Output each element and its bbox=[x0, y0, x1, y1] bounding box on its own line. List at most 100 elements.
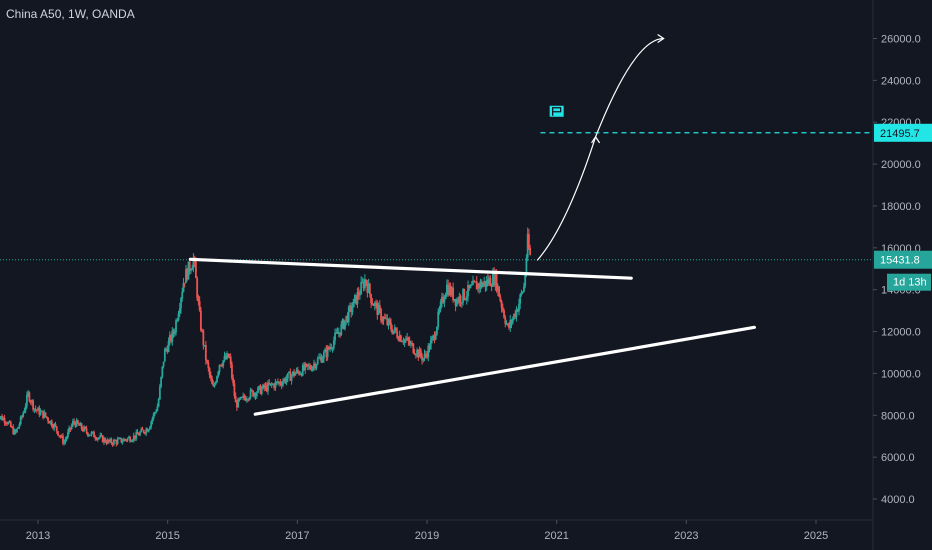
candle-body bbox=[455, 299, 458, 306]
candle-body bbox=[122, 439, 125, 442]
candle-body bbox=[90, 432, 93, 435]
candle-body bbox=[397, 337, 400, 341]
candle-body bbox=[465, 296, 468, 300]
candle-body bbox=[70, 425, 73, 430]
candle-body bbox=[14, 430, 17, 433]
candle-body bbox=[279, 381, 282, 385]
candle-body bbox=[162, 361, 165, 367]
candle-body bbox=[16, 428, 18, 433]
candle-body bbox=[437, 311, 440, 327]
candle-body bbox=[378, 305, 381, 309]
candle-body bbox=[288, 371, 290, 374]
candle-body bbox=[104, 438, 107, 443]
candle-body bbox=[490, 285, 493, 287]
candle-body bbox=[99, 435, 102, 438]
candle-body bbox=[400, 335, 402, 342]
candle-body bbox=[304, 363, 307, 370]
candle-body bbox=[196, 278, 199, 299]
candle-body bbox=[30, 400, 33, 403]
candle-body bbox=[120, 437, 123, 443]
x-tick-label: 2021 bbox=[544, 530, 568, 542]
candle-body bbox=[444, 294, 447, 300]
candle-body bbox=[496, 286, 499, 291]
candle-body bbox=[311, 366, 314, 371]
candle-body bbox=[98, 437, 100, 439]
candle-body bbox=[342, 319, 345, 329]
candle-body bbox=[146, 428, 149, 432]
candle-body bbox=[341, 319, 344, 325]
candle-body bbox=[239, 397, 242, 400]
candle-body bbox=[223, 355, 226, 361]
candle-body bbox=[42, 410, 44, 418]
candle-body bbox=[74, 422, 77, 427]
candle-body bbox=[185, 269, 187, 283]
candle-body bbox=[360, 281, 363, 295]
candle-body bbox=[24, 405, 27, 411]
candle-body bbox=[69, 427, 72, 430]
candle-body bbox=[258, 385, 261, 388]
candle-body bbox=[234, 395, 237, 403]
candle-body bbox=[321, 358, 324, 363]
candle-body bbox=[411, 343, 414, 345]
candle-body bbox=[365, 279, 368, 284]
candle-body bbox=[453, 298, 456, 301]
candle-body bbox=[281, 381, 284, 386]
candle-body bbox=[19, 416, 22, 425]
candle-body bbox=[222, 360, 225, 366]
candle-body bbox=[262, 384, 264, 389]
candle-body bbox=[176, 320, 179, 322]
candle-body bbox=[296, 369, 299, 372]
candle-body bbox=[115, 440, 118, 444]
candle-body bbox=[322, 352, 325, 359]
candle-body bbox=[17, 426, 20, 429]
candle-body bbox=[299, 373, 302, 375]
candle-body bbox=[526, 234, 529, 258]
candle-body bbox=[52, 426, 54, 429]
candle-body bbox=[355, 295, 358, 305]
candle-body bbox=[318, 357, 320, 359]
candle-body bbox=[449, 285, 452, 296]
candle-body bbox=[28, 392, 31, 402]
candle-body bbox=[228, 356, 231, 358]
candle-body bbox=[432, 335, 435, 338]
candle-body bbox=[264, 385, 267, 389]
y-tick-label: 22000.0 bbox=[881, 117, 921, 129]
candle-body bbox=[44, 412, 47, 417]
candle-body bbox=[160, 376, 163, 387]
candle-body bbox=[192, 257, 195, 268]
candle-body bbox=[238, 398, 241, 400]
candle-body bbox=[434, 334, 437, 340]
candle-body bbox=[35, 409, 38, 411]
candle-body bbox=[211, 378, 213, 385]
candle-body bbox=[53, 423, 56, 429]
candle-body bbox=[224, 355, 227, 359]
candle-body bbox=[204, 345, 207, 361]
candle-body bbox=[463, 288, 466, 300]
candle-body bbox=[209, 374, 212, 379]
candle-body bbox=[448, 285, 451, 296]
x-tick-label: 2015 bbox=[155, 530, 179, 542]
candle-body bbox=[454, 298, 457, 306]
candle-body bbox=[89, 434, 92, 436]
candle-body bbox=[470, 284, 473, 286]
candle-body bbox=[207, 362, 210, 369]
candle-body bbox=[178, 308, 181, 314]
candle-body bbox=[101, 435, 104, 443]
candle-body bbox=[482, 284, 484, 288]
candle-body bbox=[475, 281, 478, 290]
candle-body bbox=[121, 441, 124, 443]
candle-body bbox=[240, 397, 243, 399]
candle-body bbox=[491, 273, 494, 287]
candle-body bbox=[218, 364, 221, 372]
candle-body bbox=[528, 234, 530, 248]
candle-body bbox=[396, 331, 399, 338]
candle-body bbox=[352, 298, 355, 308]
candle-body bbox=[458, 296, 461, 303]
candle-body bbox=[283, 378, 286, 382]
projection-curve-1 bbox=[536, 136, 597, 261]
candle-body bbox=[21, 416, 23, 418]
candle-body bbox=[221, 365, 223, 367]
candle-body bbox=[255, 392, 258, 397]
